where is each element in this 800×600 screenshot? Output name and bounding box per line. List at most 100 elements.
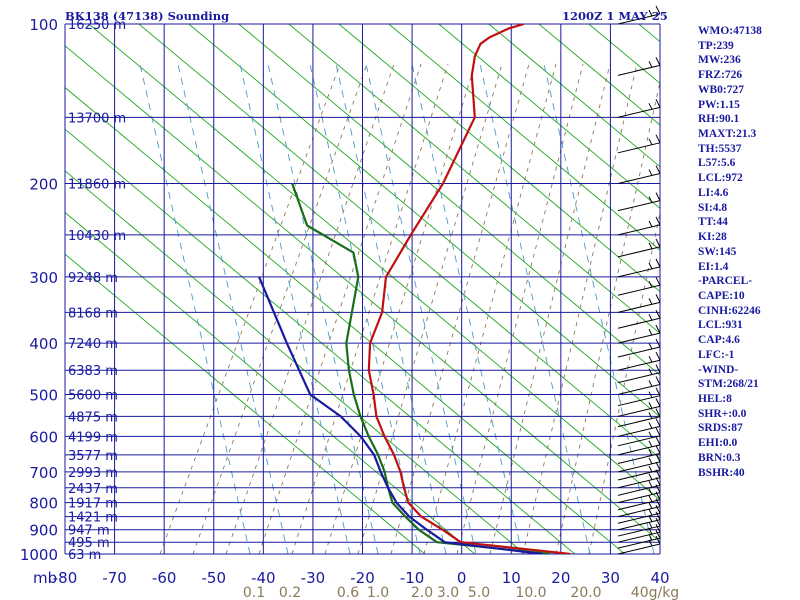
index-entry: MAXT:21.3 bbox=[698, 128, 757, 141]
index-entry: SHR+:0.0 bbox=[698, 407, 747, 420]
pressure-tick-label: 500 bbox=[29, 386, 58, 404]
index-entry: L57:5.6 bbox=[698, 157, 736, 170]
moist-adiabat-line bbox=[159, 63, 341, 554]
dry-adiabat-line bbox=[138, 24, 660, 459]
wind-barb-icon bbox=[617, 5, 661, 25]
height-label: 6383 m bbox=[68, 364, 118, 379]
wind-barb-icon bbox=[617, 351, 661, 371]
dry-adiabat-line bbox=[538, 24, 660, 126]
sounding-series-line bbox=[367, 24, 571, 554]
isotherm-lines bbox=[64, 24, 661, 554]
index-entry: LI:4.6 bbox=[698, 186, 729, 199]
index-entry: RH:90.1 bbox=[698, 113, 740, 126]
index-entry: SI:4.8 bbox=[698, 201, 728, 214]
wind-barb-icon bbox=[617, 517, 661, 537]
index-entry: EHI:0.0 bbox=[698, 437, 738, 450]
dry-adiabat-line bbox=[65, 211, 476, 554]
wind-barbs bbox=[617, 5, 661, 555]
wind-barb-icon bbox=[617, 338, 661, 358]
wind-barb-icon bbox=[617, 165, 661, 185]
wind-barb-icon bbox=[617, 192, 661, 212]
wind-barb-icon bbox=[617, 376, 661, 395]
moist-adiabat-line bbox=[357, 63, 503, 554]
index-entry: WMO:47138 bbox=[698, 25, 762, 37]
wind-barb-icon bbox=[617, 523, 661, 543]
x-tick-label: 30 bbox=[601, 569, 620, 587]
wind-barb-icon bbox=[617, 461, 661, 481]
x-tick-label: -70 bbox=[102, 569, 127, 587]
pressure-tick-label: 900 bbox=[29, 522, 58, 540]
wind-barb-icon bbox=[617, 216, 661, 236]
x-tick-label: -80 bbox=[53, 569, 78, 587]
mixing-ratio-labels: 0.1 0.2 0.6 1.0 2.0 3.0 5.0 10.0 20.0 40g/kg bbox=[243, 585, 679, 600]
index-entry: KI:28 bbox=[698, 231, 727, 244]
x-tick-label: -50 bbox=[202, 569, 227, 587]
wind-barb-icon bbox=[617, 134, 661, 154]
height-label: 1917 m bbox=[68, 497, 118, 512]
wind-barb-icon bbox=[617, 258, 661, 278]
pressure-tick-label: 400 bbox=[29, 335, 58, 353]
moist-adiabat-line bbox=[225, 63, 395, 554]
wind-barb-icon bbox=[617, 398, 661, 417]
index-entry: CAPE:10 bbox=[698, 289, 745, 302]
stability-indices: WMO:47138 TP:239 MW:236 FRZ:726 WB0:727 PW:1.… bbox=[698, 24, 798, 480]
mixing-ratio-label: 1.0 bbox=[367, 585, 389, 600]
dry-adiabat-line bbox=[388, 24, 660, 251]
wind-barb-icon bbox=[617, 436, 661, 456]
mixing-ratio-label: 3.0 bbox=[437, 585, 459, 600]
pressure-tick-label: 200 bbox=[29, 176, 58, 194]
index-entry: LCL:931 bbox=[698, 319, 743, 332]
pressure-tick-label: 300 bbox=[29, 269, 58, 287]
dry-adiabat-line bbox=[188, 24, 660, 418]
wind-barb-icon bbox=[617, 511, 661, 531]
index-entry: CAP:4.6 bbox=[698, 334, 740, 347]
index-entry: SRDS:87 bbox=[698, 422, 743, 435]
height-label: 947 m bbox=[68, 524, 110, 539]
height-label: 13700 m bbox=[68, 111, 126, 126]
height-label: 10430 m bbox=[68, 229, 126, 244]
dry-adiabat-line bbox=[65, 86, 626, 554]
dry-adiabat-line bbox=[488, 24, 660, 168]
pressure-labels: 1000 900 800 700 600 500 400 300 200 100 bbox=[20, 16, 58, 564]
moist-adiabat-line bbox=[588, 210, 660, 554]
height-label: 8168 m bbox=[68, 306, 118, 321]
x-tick-label: -40 bbox=[251, 569, 276, 587]
index-entry: SW:145 bbox=[698, 245, 737, 258]
pressure-tick-label: 600 bbox=[29, 428, 58, 446]
wind-barb-icon bbox=[617, 294, 661, 313]
dry-adiabat-line bbox=[238, 24, 660, 376]
chart-date: 1200Z 1 MAY 25 bbox=[562, 9, 668, 23]
index-entry: EI:1.4 bbox=[698, 260, 729, 273]
mixing-ratio-line bbox=[479, 63, 591, 554]
x-tick-label: 10 bbox=[502, 569, 521, 587]
dry-adiabat-line bbox=[288, 24, 660, 334]
wind-barb-icon bbox=[617, 418, 661, 437]
height-label: 495 m bbox=[68, 536, 110, 551]
index-entry: WB0:727 bbox=[698, 83, 744, 96]
height-label: 9248 m bbox=[68, 271, 118, 286]
height-label: 2437 m bbox=[68, 482, 118, 497]
index-entry: BSHR:40 bbox=[698, 466, 745, 479]
wind-barb-icon bbox=[617, 324, 661, 344]
moist-adiabat-line bbox=[258, 63, 422, 554]
height-label: 2993 m bbox=[68, 466, 118, 481]
wind-barb-icon bbox=[617, 364, 661, 384]
x-tick-label: 20 bbox=[551, 569, 570, 587]
x-tick-label: 0 bbox=[457, 569, 467, 587]
height-label: 11860 m bbox=[68, 178, 126, 193]
mixing-ratio-label: 40g/kg bbox=[631, 585, 679, 600]
pressure-tick-label: 100 bbox=[29, 16, 58, 34]
index-entry: FRZ:726 bbox=[698, 69, 743, 82]
index-entry: LCL:972 bbox=[698, 172, 743, 185]
index-entry: LFC:-1 bbox=[698, 348, 735, 361]
mixing-ratio-label: 0.1 bbox=[243, 585, 265, 600]
x-tick-label: -60 bbox=[152, 569, 177, 587]
wind-barb-icon bbox=[617, 445, 661, 465]
mixing-ratio-label: 5.0 bbox=[468, 585, 490, 600]
x-tick-label: -10 bbox=[400, 569, 425, 587]
x-tick-label: -30 bbox=[301, 569, 326, 587]
wind-barb-icon bbox=[617, 408, 661, 428]
dry-adiabat-line bbox=[88, 24, 660, 501]
mixing-ratio-label: 10.0 bbox=[515, 585, 546, 600]
